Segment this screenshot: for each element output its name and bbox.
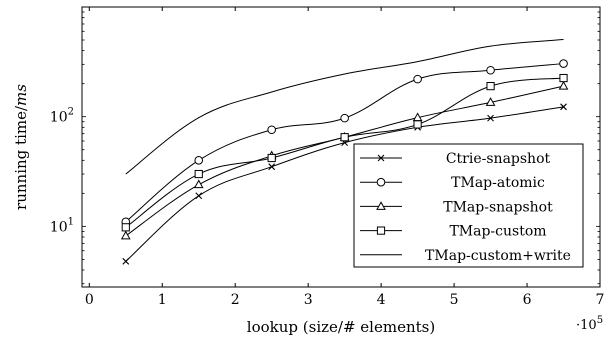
series-markers: [120, 59, 569, 265]
legend-label: TMap-custom+write: [425, 248, 571, 264]
legend-label: TMap-custom: [449, 224, 546, 240]
data-point: [558, 80, 569, 90]
x-axis-label: lookup (size/# elements): [247, 318, 435, 336]
data-point: [194, 169, 203, 179]
data-point: [194, 156, 204, 165]
legend: Ctrie-snapshot TMap-atomic TMap-snapshot TM…: [353, 143, 584, 268]
data-point: [560, 103, 567, 111]
data-point: [121, 223, 130, 232]
data-point: [122, 257, 130, 265]
x-tick-label: 1: [158, 292, 167, 308]
y-tick-label: 101: [50, 216, 74, 235]
data-point: [267, 125, 276, 135]
x-tick-label: 2: [231, 292, 240, 308]
legend-marker: [376, 177, 386, 187]
x-tick-label: 3: [304, 292, 313, 308]
x-tick-label: 0: [85, 292, 94, 308]
legend-marker: [377, 154, 385, 162]
data-point: [268, 163, 276, 171]
data-point: [413, 120, 422, 129]
data-point: [486, 82, 495, 91]
data-point: [267, 153, 276, 163]
data-point: [559, 59, 568, 68]
legend-marker: [376, 226, 386, 235]
x-axis-scale-factor: ·105: [576, 315, 603, 333]
legend-box: [353, 143, 584, 268]
legend-marker: [376, 201, 386, 210]
data-point: [193, 179, 204, 189]
data-point: [340, 133, 349, 142]
x-tick-label: 6: [523, 292, 532, 308]
data-point: [559, 73, 568, 83]
x-tick-label: 7: [596, 292, 605, 308]
legend-label: TMap-snapshot: [443, 199, 553, 215]
legend-label: TMap-atomic: [451, 175, 545, 191]
data-point: [486, 65, 495, 75]
x-tick-label: 5: [450, 292, 459, 308]
data-point: [487, 114, 494, 122]
plot-frame: [81, 6, 601, 288]
y-tick-label: 102: [50, 107, 74, 126]
data-point: [195, 192, 203, 200]
legend-label: Ctrie-snapshot: [446, 151, 551, 167]
series-line-5: [125, 39, 564, 175]
data-point: [340, 113, 349, 123]
data-point: [485, 97, 496, 106]
data-point: [120, 230, 131, 240]
axis-ticks: 0 1 2 3 4 5 6 7 101 102: [50, 6, 605, 308]
y-axis-label: running time/ms: [12, 84, 30, 210]
data-point: [413, 74, 422, 84]
x-tick-label: 4: [377, 292, 386, 308]
